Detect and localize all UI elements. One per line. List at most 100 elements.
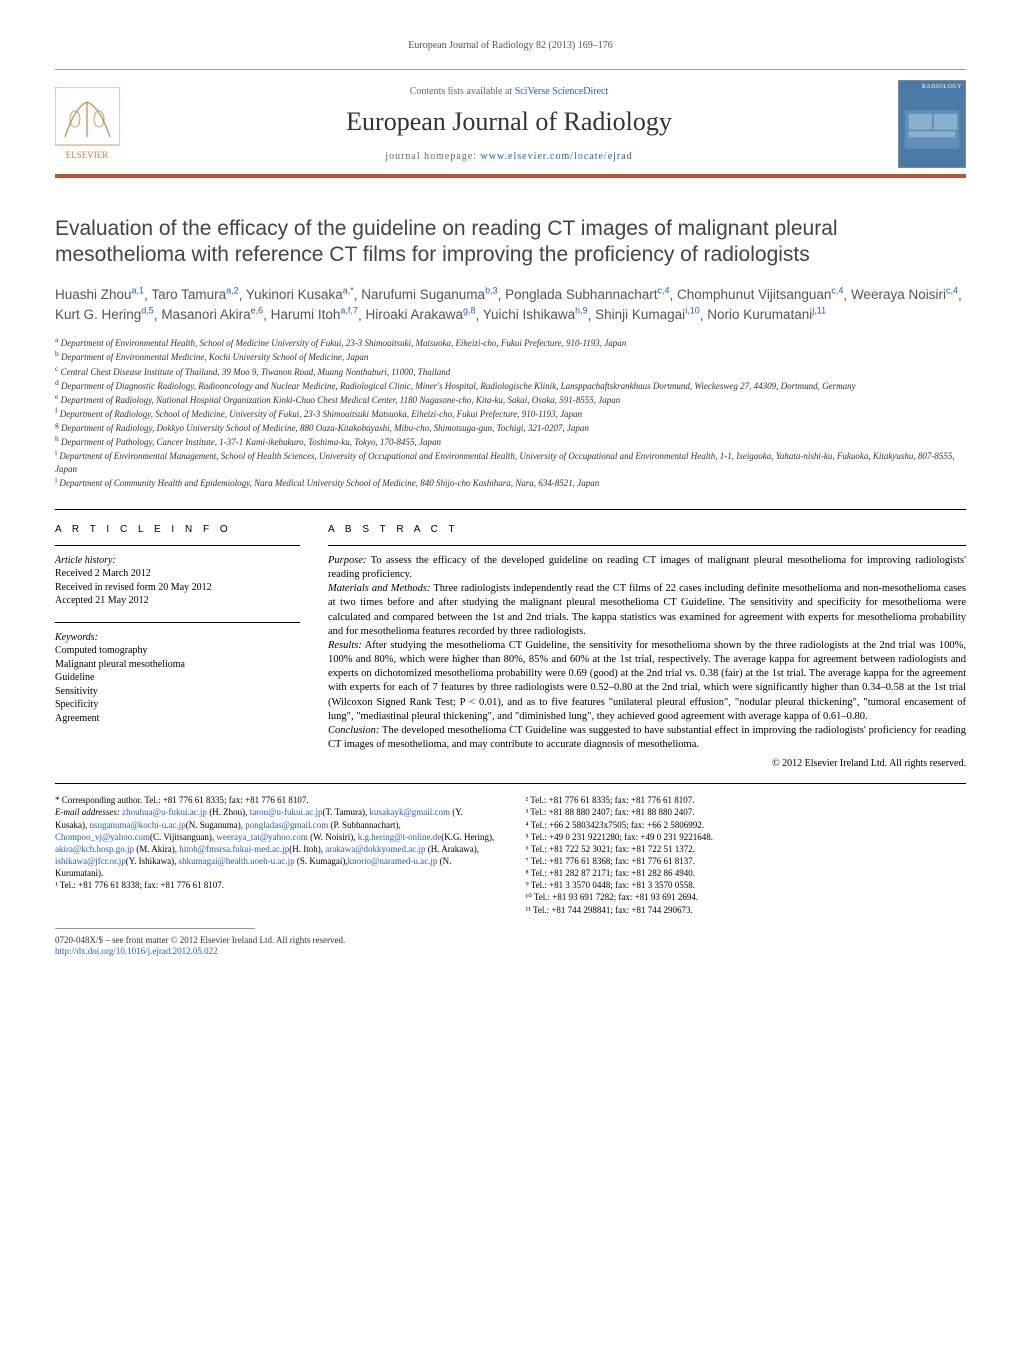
svg-text:ELSEVIER: ELSEVIER: [66, 150, 109, 160]
history-head: Article history:: [55, 554, 300, 568]
purpose-text: To assess the efficacy of the developed …: [328, 555, 966, 580]
email-link[interactable]: Chompoo_vj@yahoo.com: [55, 832, 150, 842]
author-list: Huashi Zhoua,1, Taro Tamuraa,2, Yukinori…: [55, 285, 966, 326]
email-list: E-mail addresses: zhouhua@u-fukui.ac.jp …: [55, 806, 496, 879]
author: Kurt G. Heringd,5: [55, 307, 154, 322]
email-link[interactable]: zhouhua@u-fukui.ac.jp: [122, 807, 207, 817]
footnote-tel: ² Tel.: +81 776 61 8335; fax: +81 776 61…: [526, 794, 967, 806]
author: Norio Kurumatanij,11: [707, 307, 826, 322]
footnote-tel: ¹⁰ Tel.: +81 93 691 7282; fax: +81 93 69…: [526, 891, 967, 903]
email-link[interactable]: weeraya_tat@yahoo.com: [216, 832, 308, 842]
affiliation: f Department of Radiology, School of Med…: [55, 406, 966, 420]
email-link[interactable]: hitoh@fmsrsa.fukui-med.ac.jp: [179, 844, 289, 854]
keyword: Sensitivity: [55, 685, 300, 699]
email-link[interactable]: k.g.hering@t-online.de: [358, 832, 442, 842]
results-text: After studying the mesothelioma CT Guide…: [328, 640, 966, 722]
homepage-line: journal homepage: www.elsevier.com/locat…: [132, 151, 886, 162]
affiliation: j Department of Community Health and Epi…: [55, 475, 966, 489]
copyright: © 2012 Elsevier Ireland Ltd. All rights …: [328, 758, 966, 769]
front-matter: 0720-048X/$ – see front matter © 2012 El…: [55, 935, 966, 947]
email-link[interactable]: shkumagai@health.uoeh-u.ac.jp: [179, 856, 295, 866]
footnote-tel: ⁸ Tel.: +81 282 87 2171; fax: +81 282 86…: [526, 867, 967, 879]
contents-prefix: Contents lists available at: [410, 86, 515, 97]
email-link[interactable]: nsuganuma@kochi-u.ac.jp: [90, 820, 186, 830]
conclusion-text: The developed mesothelioma CT Guideline …: [328, 725, 966, 750]
author: Taro Tamuraa,2: [151, 287, 238, 302]
doi-link[interactable]: http://dx.doi.org/10.1016/j.ejrad.2012.0…: [55, 946, 218, 956]
affiliation: g Department of Radiology, Dokkyo Univer…: [55, 420, 966, 434]
footnote-tel: ⁵ Tel.: +49 0 231 9221280; fax: +49 0 23…: [526, 831, 967, 843]
email-link[interactable]: akira@kch.hosp.go.jp: [55, 844, 134, 854]
keyword: Guideline: [55, 671, 300, 685]
affiliation: e Department of Radiology, National Hosp…: [55, 392, 966, 406]
masthead: ELSEVIER Contents lists available at Sci…: [55, 78, 966, 168]
corresponding-author: * Corresponding author. Tel.: +81 776 61…: [55, 794, 496, 806]
homepage-link[interactable]: www.elsevier.com/locate/ejrad: [481, 151, 633, 162]
footnotes: * Corresponding author. Tel.: +81 776 61…: [55, 794, 966, 915]
keyword: Computed tomography: [55, 644, 300, 658]
rule: [328, 545, 966, 546]
results-label: Results:: [328, 640, 362, 651]
footnotes-left: * Corresponding author. Tel.: +81 776 61…: [55, 794, 496, 915]
article-title: Evaluation of the efficacy of the guidel…: [55, 216, 966, 269]
accepted-date: Accepted 21 May 2012: [55, 594, 300, 608]
author: Weeraya Noisiric,4: [851, 287, 958, 302]
affiliation: c Central Chest Disease Institute of Tha…: [55, 364, 966, 378]
affiliation: i Department of Environmental Management…: [55, 448, 966, 474]
article-info-column: A R T I C L E I N F O Article history: R…: [55, 524, 300, 769]
elsevier-logo: ELSEVIER: [55, 87, 120, 162]
footer-rule: [55, 928, 255, 929]
rule-top: [55, 69, 966, 70]
footnotes-right: ² Tel.: +81 776 61 8335; fax: +81 776 61…: [526, 794, 967, 915]
author: Yuichi Ishikawah,9: [483, 307, 588, 322]
footnote-tel-1: ¹ Tel.: +81 776 61 8338; fax: +81 776 61…: [55, 879, 496, 891]
rule: [55, 783, 966, 784]
conclusion-label: Conclusion:: [328, 725, 379, 736]
purpose-label: Purpose:: [328, 555, 367, 566]
email-link[interactable]: tarou@u-fukui.ac.jp: [250, 807, 323, 817]
email-link[interactable]: kusakayk@gmail.com: [369, 807, 450, 817]
author: Ponglada Subhannachartc,4: [505, 287, 669, 302]
keywords-block: Keywords: Computed tomographyMalignant p…: [55, 631, 300, 726]
footer: 0720-048X/$ – see front matter © 2012 El…: [55, 935, 966, 958]
rule: [55, 509, 966, 510]
email-link[interactable]: arakawa@dokkyomed.ac.jp: [325, 844, 425, 854]
footnote-tel: ¹¹ Tel.: +81 744 298841; fax: +81 744 29…: [526, 904, 967, 916]
author: Huashi Zhoua,1: [55, 287, 144, 302]
footnote-tel: ⁶ Tel.: +81 722 52 3021; fax: +81 722 51…: [526, 843, 967, 855]
rule: [55, 622, 300, 623]
revised-date: Received in revised form 20 May 2012: [55, 581, 300, 595]
email-link[interactable]: ishikawa@jfcr.or.jp: [55, 856, 126, 866]
email-link[interactable]: pongladas@gmail.com: [245, 820, 328, 830]
article-info-heading: A R T I C L E I N F O: [55, 524, 300, 535]
footnote-tel: ⁹ Tel.: +81 3 3570 0448; fax: +81 3 3570…: [526, 879, 967, 891]
affiliation: b Department of Environmental Medicine, …: [55, 349, 966, 363]
homepage-prefix: journal homepage:: [385, 151, 480, 162]
author: Masanori Akirae,6: [161, 307, 263, 322]
contents-line: Contents lists available at SciVerse Sci…: [132, 86, 886, 97]
author: Hiroaki Arakawag,8: [365, 307, 475, 322]
keywords-head: Keywords:: [55, 631, 300, 645]
masthead-center: Contents lists available at SciVerse Sci…: [132, 86, 886, 162]
affiliation: a Department of Environmental Health, Sc…: [55, 335, 966, 349]
author: Yukinori Kusakaa,*: [246, 287, 354, 302]
article-history: Article history: Received 2 March 2012 R…: [55, 554, 300, 608]
keyword: Malignant pleural mesothelioma: [55, 658, 300, 672]
abstract-heading: A B S T R A C T: [328, 524, 966, 535]
footnote-tel: ⁴ Tel.: +66 2 5803423x7505; fax: +66 2 5…: [526, 819, 967, 831]
keyword: Agreement: [55, 712, 300, 726]
journal-cover: RADIOLOGY: [898, 80, 966, 168]
rule: [55, 545, 300, 546]
received-date: Received 2 March 2012: [55, 567, 300, 581]
affiliations: a Department of Environmental Health, Sc…: [55, 335, 966, 489]
affiliation: h Department of Pathology, Cancer Instit…: [55, 434, 966, 448]
email-link[interactable]: knorio@naramed-u.ac.jp: [348, 856, 438, 866]
journal-name: European Journal of Radiology: [132, 107, 886, 137]
sciencedirect-link[interactable]: SciVerse ScienceDirect: [515, 86, 609, 97]
author: Harumi Itoha,f,7: [271, 307, 358, 322]
affiliation: d Department of Diagnostic Radiology, Ra…: [55, 378, 966, 392]
author: Narufumi Suganumab,3: [361, 287, 497, 302]
author: Chomphunut Vijitsanguanc,4: [677, 287, 843, 302]
footnote-tel: ³ Tel.: +81 88 880 2407; fax: +81 88 880…: [526, 806, 967, 818]
author: Shinji Kumagaii,10: [595, 307, 700, 322]
